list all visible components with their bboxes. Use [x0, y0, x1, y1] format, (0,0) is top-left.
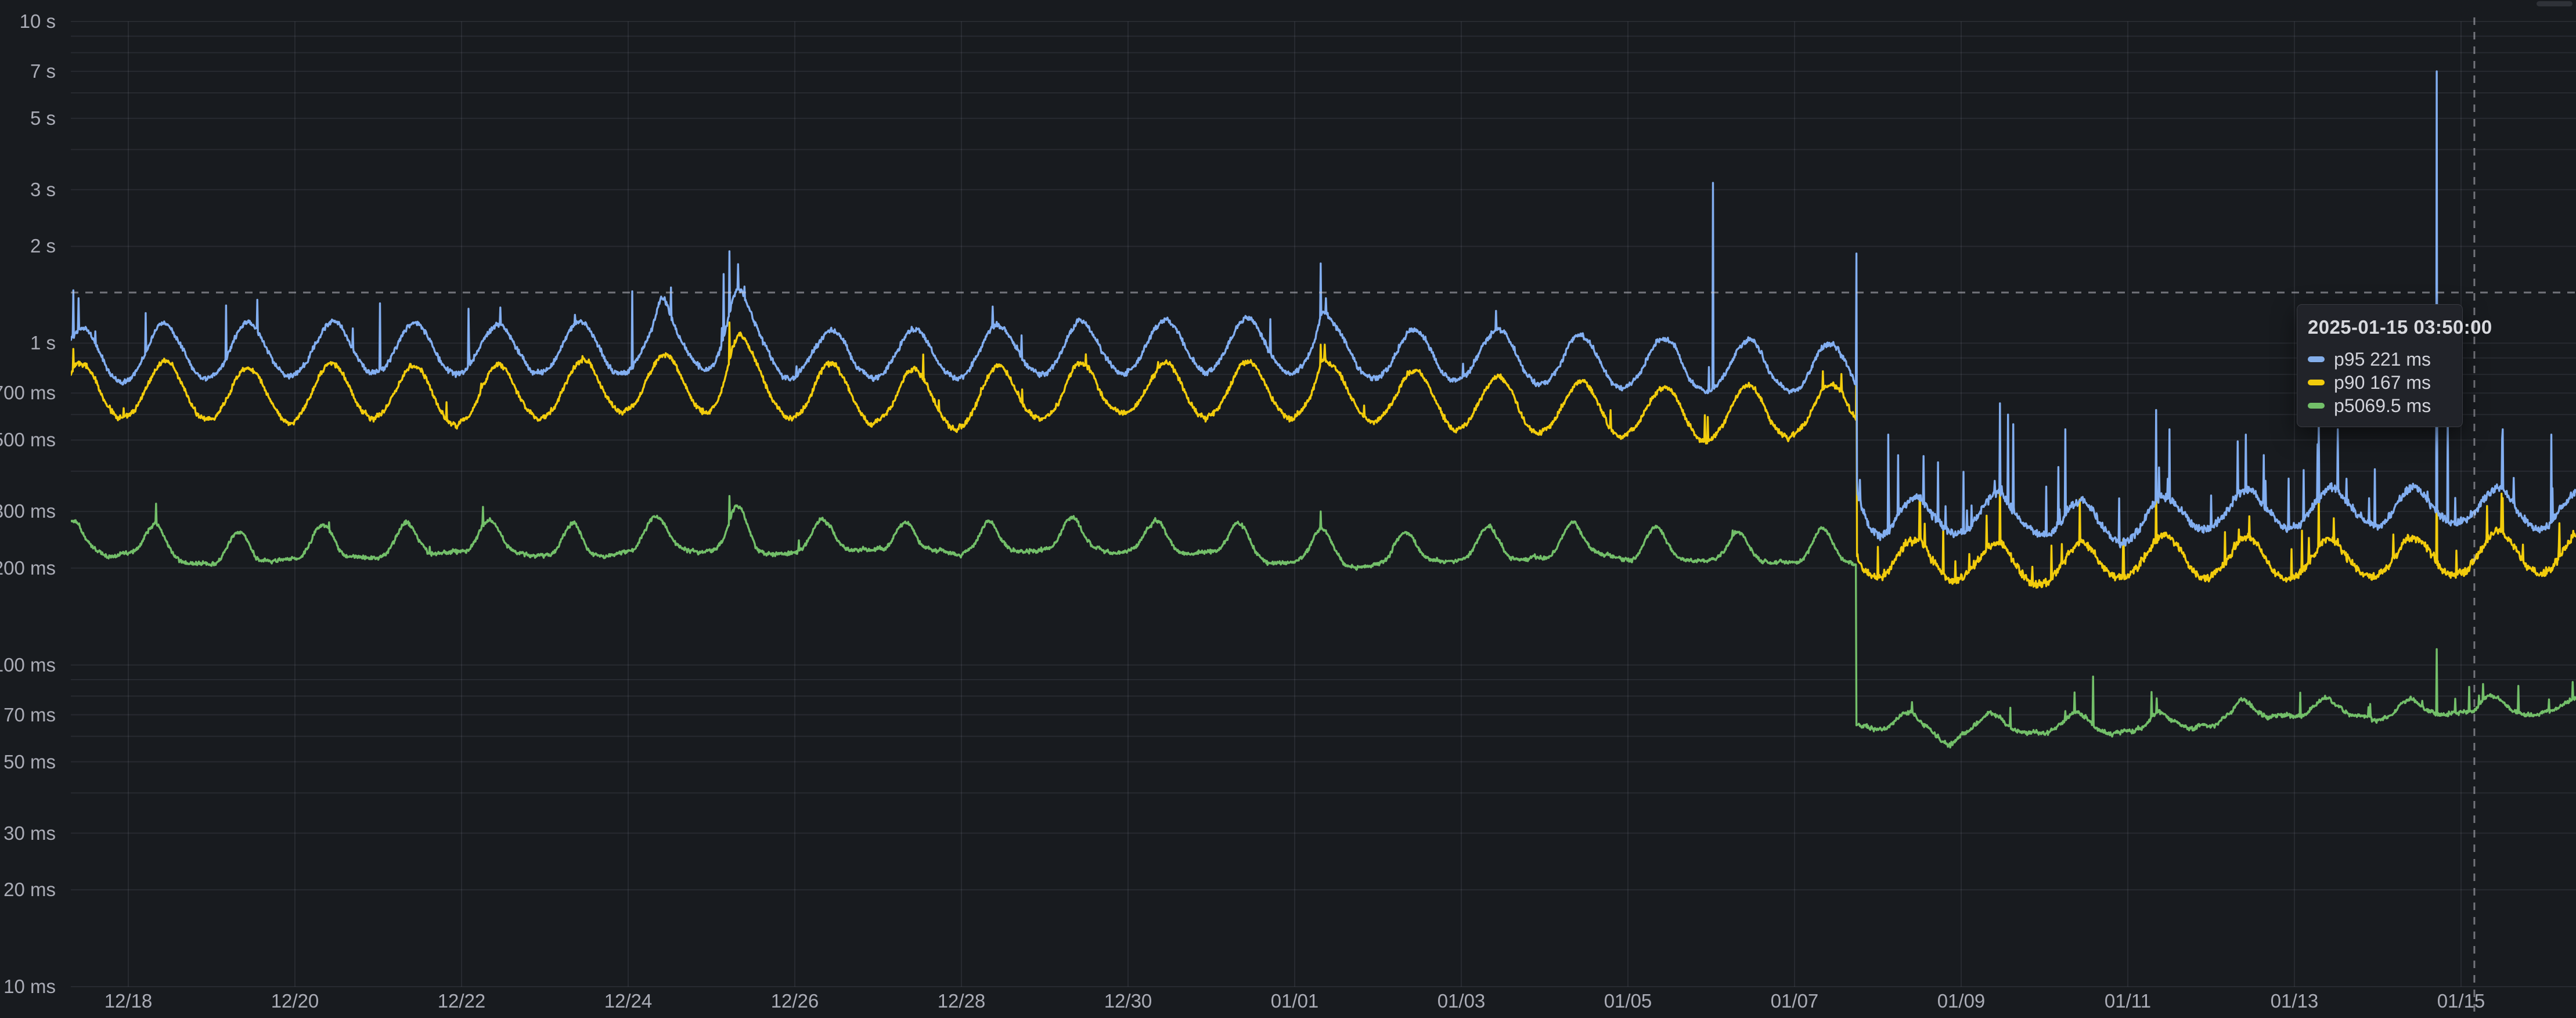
series-line-p90 — [71, 321, 2576, 589]
y-axis-tick-label: 1 s — [30, 332, 56, 353]
series-color-swatch — [2308, 403, 2325, 409]
y-axis-tick-label: 20 ms — [3, 879, 56, 900]
y-axis-tick-label: 5 s — [30, 107, 56, 129]
tooltip-series-value: 69.5 ms — [2365, 395, 2431, 416]
tooltip-series-name: p95 — [2334, 348, 2365, 370]
tooltip-series-value: 167 ms — [2370, 371, 2431, 393]
tooltip-timestamp: 2025-01-15 03:50:00 — [2308, 316, 2492, 338]
scrollbar-thumb[interactable] — [2537, 1, 2573, 6]
tooltip-row: p95 221 ms — [2308, 348, 2452, 371]
y-axis-tick-label: 2 s — [30, 235, 56, 257]
tooltip-rows: p95 221 ms p90 167 ms p50 69.5 ms — [2308, 348, 2452, 417]
tooltip-row: p50 69.5 ms — [2308, 394, 2452, 417]
series-color-swatch — [2308, 380, 2325, 385]
y-axis-tick-label: 500 ms — [0, 429, 56, 450]
y-axis: 10 s 7 s 5 s 3 s 2 s 1 s 700 ms 500 ms 300 ms 200… — [0, 0, 65, 1018]
y-axis-tick-label: 10 s — [19, 10, 56, 32]
y-axis-tick-label: 50 ms — [3, 751, 56, 772]
series-line-p50 — [71, 494, 2576, 749]
tooltip: 2025-01-15 03:50:00 p95 221 ms p90 167 ms p5… — [2297, 304, 2492, 427]
tooltip-series-name: p90 — [2334, 371, 2365, 393]
y-axis-tick-label: 30 ms — [3, 822, 56, 844]
y-axis-tick-label: 700 ms — [0, 382, 56, 403]
y-axis-tick-label: 100 ms — [0, 654, 56, 676]
plot-area[interactable] — [71, 0, 2576, 1018]
y-axis-tick-label: 3 s — [30, 179, 56, 200]
y-axis-tick-label: 200 ms — [0, 557, 56, 579]
y-axis-tick-label: 70 ms — [3, 704, 56, 725]
y-axis-tick-label: 10 ms — [3, 976, 56, 997]
tooltip-row: p90 167 ms — [2308, 371, 2452, 394]
tooltip-series-value: 221 ms — [2370, 348, 2431, 370]
tooltip-series-name: p50 — [2334, 395, 2365, 416]
series-color-swatch — [2308, 356, 2325, 362]
y-axis-tick-label: 300 ms — [0, 500, 56, 522]
series-line-p95 — [71, 70, 2576, 548]
y-axis-tick-label: 7 s — [30, 60, 56, 82]
